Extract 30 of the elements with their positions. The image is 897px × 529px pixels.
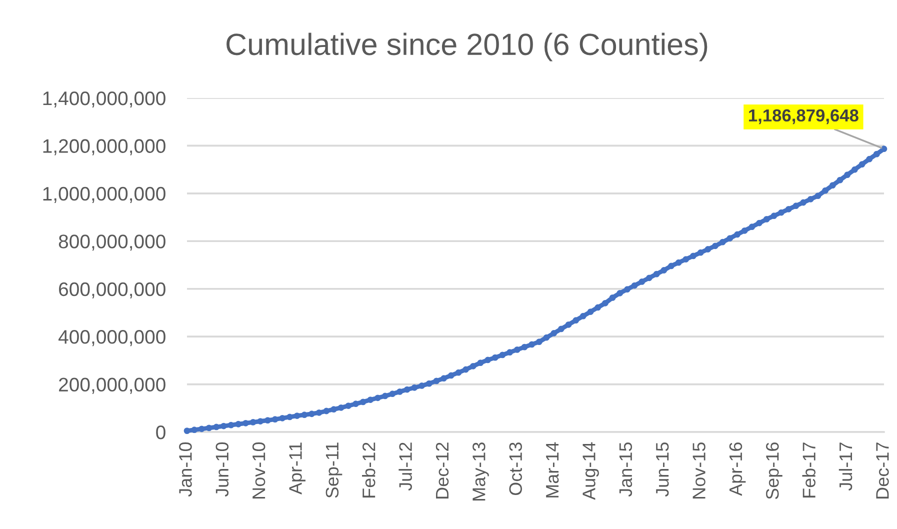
- x-tick-label: Sep-11: [326, 442, 342, 498]
- x-tick-label: Apr-11: [289, 442, 306, 495]
- x-tick-label: Sep-16: [766, 442, 782, 500]
- x-tick-label: Nov-10: [252, 442, 266, 498]
- x-tick-label: Jul-17: [838, 442, 852, 491]
- x-tick-label: Apr-16: [729, 442, 746, 496]
- y-tick-label: 400,000,000: [58, 330, 166, 346]
- chart-title: Cumulative since 2010 (6 Counties): [226, 32, 708, 62]
- x-tick-label: Aug-14: [582, 442, 599, 500]
- y-tick-label: 600,000,000: [59, 282, 166, 298]
- x-tick-label: Dec-17: [876, 442, 889, 498]
- y-tick-label: 1,400,000,000: [43, 91, 166, 108]
- x-tick-label: Jun-15: [656, 442, 669, 497]
- y-tick-label: 0: [156, 425, 166, 440]
- y-tick-label: 200,000,000: [59, 378, 166, 394]
- x-tick-label: Oct-13: [509, 442, 522, 496]
- x-tick-label: Jan-15: [619, 442, 632, 497]
- x-tick-label: Feb-17: [802, 442, 816, 498]
- y-tick-label: 800,000,000: [58, 234, 166, 251]
- x-tick-label: Dec-12: [436, 442, 449, 498]
- x-tick-label: Jan-10: [179, 442, 192, 497]
- x-tick-label: Jun-10: [216, 442, 229, 497]
- x-tick-label: Nov-15: [692, 442, 706, 498]
- x-tick-label: May-13: [472, 442, 489, 500]
- data-label: 1,186,879,648: [749, 109, 858, 124]
- x-tick-label: Feb-12: [362, 442, 376, 498]
- x-tick-label: Jul-12: [398, 442, 412, 491]
- y-tick-label: 1,200,000,000: [43, 139, 166, 156]
- x-tick-label: Mar-14: [546, 442, 559, 498]
- y-tick-label: 1,000,000,000: [43, 186, 166, 203]
